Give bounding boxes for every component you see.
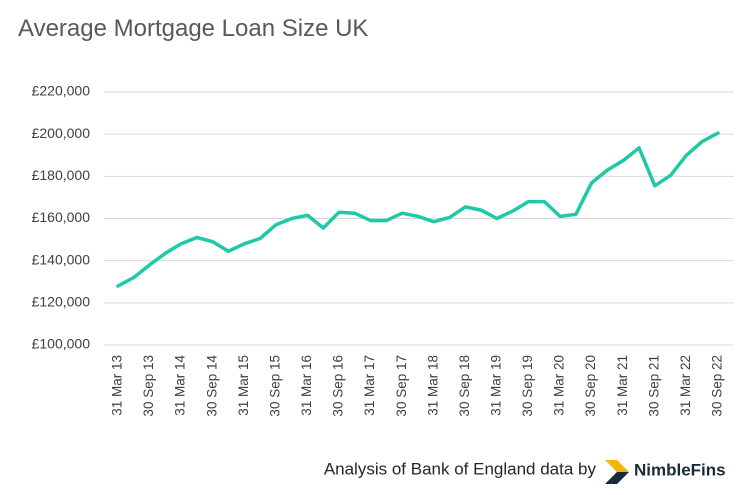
x-tick-label: 30 Sep 14 (204, 355, 219, 417)
x-tick-label: 31 Mar 20 (552, 355, 567, 416)
x-tick-label: 30 Sep 21 (646, 355, 661, 417)
x-tick-label: 31 Mar 13 (110, 355, 125, 416)
y-tick-label: £140,000 (32, 251, 91, 267)
source-note: Analysis of Bank of England data by (324, 459, 597, 478)
brand-name: NimbleFins (634, 460, 726, 479)
y-tick-label: £220,000 (32, 83, 91, 99)
data-line (116, 131, 720, 288)
brand-logo (605, 460, 629, 484)
x-tick-label: 31 Mar 19 (489, 355, 504, 416)
x-tick-label: 31 Mar 18 (425, 355, 440, 416)
x-tick-label: 31 Mar 15 (236, 355, 251, 416)
chart-title: Average Mortgage Loan Size UK (18, 15, 368, 42)
x-tick-label: 30 Sep 22 (710, 355, 725, 417)
x-tick-label: 31 Mar 21 (615, 355, 630, 416)
y-tick-label: £100,000 (32, 336, 91, 352)
x-tick-label: 30 Sep 19 (520, 355, 535, 417)
x-tick-label: 30 Sep 18 (457, 355, 472, 417)
logo-icon (605, 460, 629, 472)
x-tick-label: 30 Sep 16 (331, 355, 346, 417)
x-tick-label: 31 Mar 17 (362, 355, 377, 416)
x-tick-label: 30 Sep 17 (394, 355, 409, 417)
x-tick-label: 31 Mar 22 (678, 355, 693, 416)
x-tick-label: 30 Sep 20 (583, 355, 598, 417)
x-tick-label: 31 Mar 14 (173, 355, 188, 416)
y-tick-label: £160,000 (32, 209, 91, 225)
y-tick-label: £200,000 (32, 125, 91, 141)
logo-icon (605, 472, 629, 484)
x-tick-label: 30 Sep 13 (141, 355, 156, 417)
y-tick-label: £180,000 (32, 167, 91, 183)
x-tick-label: 31 Mar 16 (299, 355, 314, 416)
x-tick-label: 30 Sep 15 (267, 355, 282, 417)
y-tick-label: £120,000 (32, 294, 91, 310)
